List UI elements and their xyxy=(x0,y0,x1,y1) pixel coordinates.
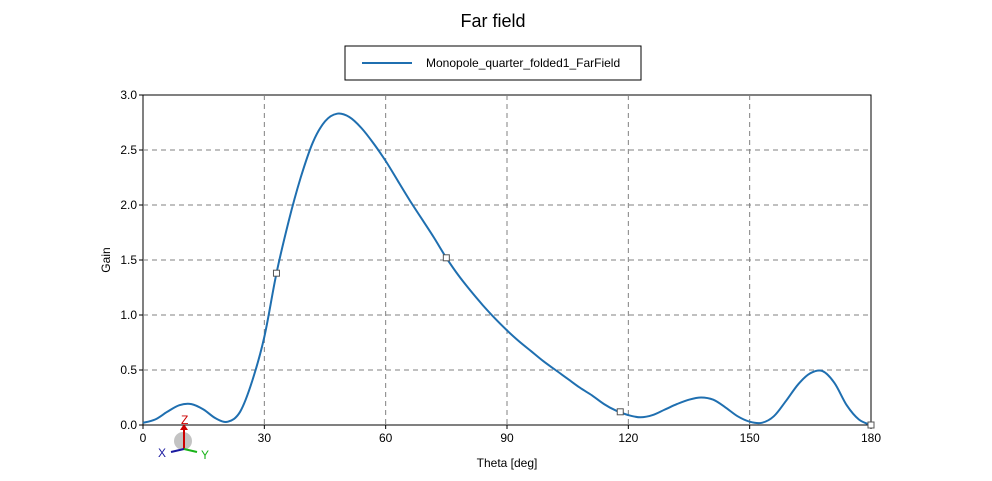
x-tick-label: 60 xyxy=(379,431,393,445)
series-line-0 xyxy=(142,112,872,426)
legend-label: Monopole_quarter_folded1_FarField xyxy=(426,56,620,70)
triad-x-axis xyxy=(170,448,185,453)
gridlines xyxy=(139,94,872,429)
y-axis-label: Gain xyxy=(99,247,113,272)
y-tick-label: 0.0 xyxy=(120,418,137,432)
legend: Monopole_quarter_folded1_FarField xyxy=(344,45,642,81)
triad-y-axis xyxy=(183,448,198,453)
x-tick-labels: 0 30 60 90 120 150 180 xyxy=(140,431,882,445)
series-group xyxy=(142,112,875,429)
x-tick-label: 30 xyxy=(258,431,272,445)
triad-z-arrow xyxy=(180,424,188,430)
y-tick-label: 0.5 xyxy=(120,363,137,377)
data-marker xyxy=(272,269,280,277)
triad-z-label: Z xyxy=(181,413,188,427)
x-tick-label: 120 xyxy=(618,431,638,445)
y-tick-label: 3.0 xyxy=(120,88,137,102)
y-tick-label: 1.0 xyxy=(120,308,137,322)
chart-title: Far field xyxy=(460,11,525,31)
data-marker xyxy=(442,254,450,262)
x-tick-label: 150 xyxy=(740,431,760,445)
triad-x-label: X xyxy=(158,446,166,460)
triad-y-label: Y xyxy=(201,448,209,462)
data-marker xyxy=(867,421,875,429)
x-tick-label: 180 xyxy=(861,431,881,445)
y-tick-label: 2.0 xyxy=(120,198,137,212)
y-tick-label: 1.5 xyxy=(120,253,137,267)
x-tick-label: 90 xyxy=(500,431,514,445)
x-axis-label: Theta [deg] xyxy=(477,456,538,470)
y-tick-labels: 0.0 0.5 1.0 1.5 2.0 2.5 3.0 xyxy=(120,88,137,432)
data-marker xyxy=(616,408,624,416)
axes-triad-icon: Z X Y xyxy=(158,413,209,462)
y-tick-label: 2.5 xyxy=(120,143,137,157)
x-tick-label: 0 xyxy=(140,431,147,445)
